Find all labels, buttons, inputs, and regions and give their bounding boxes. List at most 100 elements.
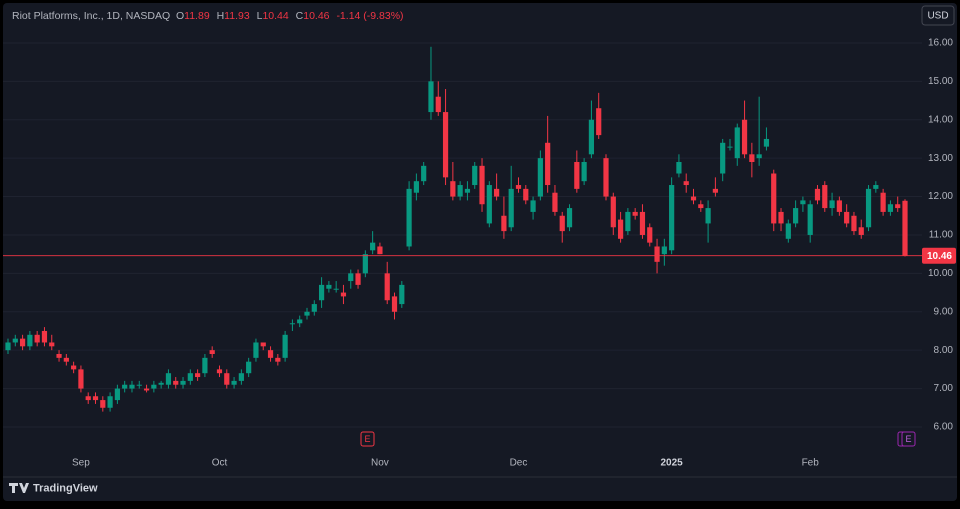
candle-body (85, 396, 91, 401)
candle-body (858, 227, 864, 235)
candle-body (617, 219, 624, 239)
candle-body (727, 146, 733, 148)
candle (457, 181, 463, 201)
candle-body (413, 181, 419, 193)
x-tick-label: 2025 (661, 458, 684, 469)
candle-body (12, 338, 18, 343)
candle (129, 380, 135, 393)
candle (49, 334, 55, 351)
candle-body (333, 288, 339, 290)
candle-body (5, 342, 11, 351)
candle (340, 284, 347, 305)
candle (895, 196, 901, 212)
candle-body (92, 396, 99, 401)
candle-body (442, 112, 449, 178)
symbol-header: Riot Platforms, Inc., 1D, NASDAQ O11.89 … (12, 10, 408, 22)
candle-body (741, 119, 748, 155)
last-price-box (922, 247, 956, 264)
candle-body (326, 284, 332, 289)
candle-body (100, 400, 106, 408)
candle (282, 330, 288, 362)
candle-body (428, 81, 434, 113)
candle (873, 181, 879, 193)
ohlc-prefix: L (256, 10, 263, 22)
candle-body (311, 304, 317, 312)
candle (158, 380, 164, 389)
candle (195, 369, 201, 381)
candle (297, 315, 303, 328)
candle-body (180, 380, 186, 385)
earnings-label[interactable]: E (364, 434, 370, 444)
candle (822, 181, 828, 212)
candle-body (552, 192, 558, 212)
candle (552, 185, 558, 216)
candle (785, 219, 791, 243)
candle (78, 365, 84, 393)
candle-body (785, 223, 791, 239)
candle-body (114, 388, 120, 401)
candle-body (800, 200, 806, 205)
candle (486, 181, 492, 228)
candle (720, 138, 726, 182)
candle-body (136, 384, 142, 386)
candle (202, 354, 208, 378)
candle (661, 238, 667, 266)
candle-body (814, 188, 821, 201)
candle (377, 242, 383, 255)
candle-body (720, 142, 726, 174)
candle-body (661, 246, 667, 255)
candle-body (267, 350, 274, 358)
candle (683, 173, 689, 193)
candle (442, 89, 449, 186)
candle-body (756, 154, 762, 159)
candle (588, 100, 595, 159)
candle-body (384, 273, 390, 301)
candle-body (187, 373, 193, 381)
brand-logo (9, 483, 29, 493)
candle-body (246, 361, 252, 374)
candle (19, 334, 26, 351)
candle-body (632, 211, 638, 216)
candle-body (669, 185, 675, 251)
candle-body (56, 354, 62, 358)
candle (610, 192, 616, 235)
candle (399, 281, 405, 308)
earnings-marker[interactable]: E (360, 431, 375, 447)
ohlc-prefix: O (175, 10, 185, 22)
candle (253, 338, 259, 362)
candle-body (406, 188, 412, 247)
candle-body (304, 311, 310, 316)
candle (435, 81, 441, 116)
candle-body (515, 185, 522, 189)
candle (763, 127, 770, 151)
candle (238, 369, 244, 385)
candle (814, 185, 821, 205)
currency-label[interactable]: USD (927, 11, 948, 22)
candle (829, 192, 835, 216)
candle (355, 269, 361, 289)
last-price-label: 10.46 (927, 251, 952, 262)
candle (887, 200, 894, 216)
candle-body (450, 181, 456, 197)
candle (275, 354, 281, 366)
chart-background (3, 3, 957, 501)
candle-body (362, 254, 368, 274)
candle (647, 223, 653, 247)
candle (778, 208, 784, 232)
candle (530, 196, 536, 220)
currency-button[interactable] (921, 5, 955, 26)
candle (566, 204, 573, 232)
candle (173, 377, 179, 389)
candle (501, 196, 507, 239)
earnings-marker[interactable]: E (897, 431, 916, 447)
candle-body (647, 227, 653, 243)
candle-body (19, 338, 26, 347)
earnings-label[interactable]: E (905, 434, 911, 444)
candle (114, 384, 120, 404)
candle (27, 330, 33, 351)
candle-body (639, 211, 646, 235)
candle-body (566, 208, 573, 228)
y-tick-label: 12.00 (928, 191, 953, 202)
